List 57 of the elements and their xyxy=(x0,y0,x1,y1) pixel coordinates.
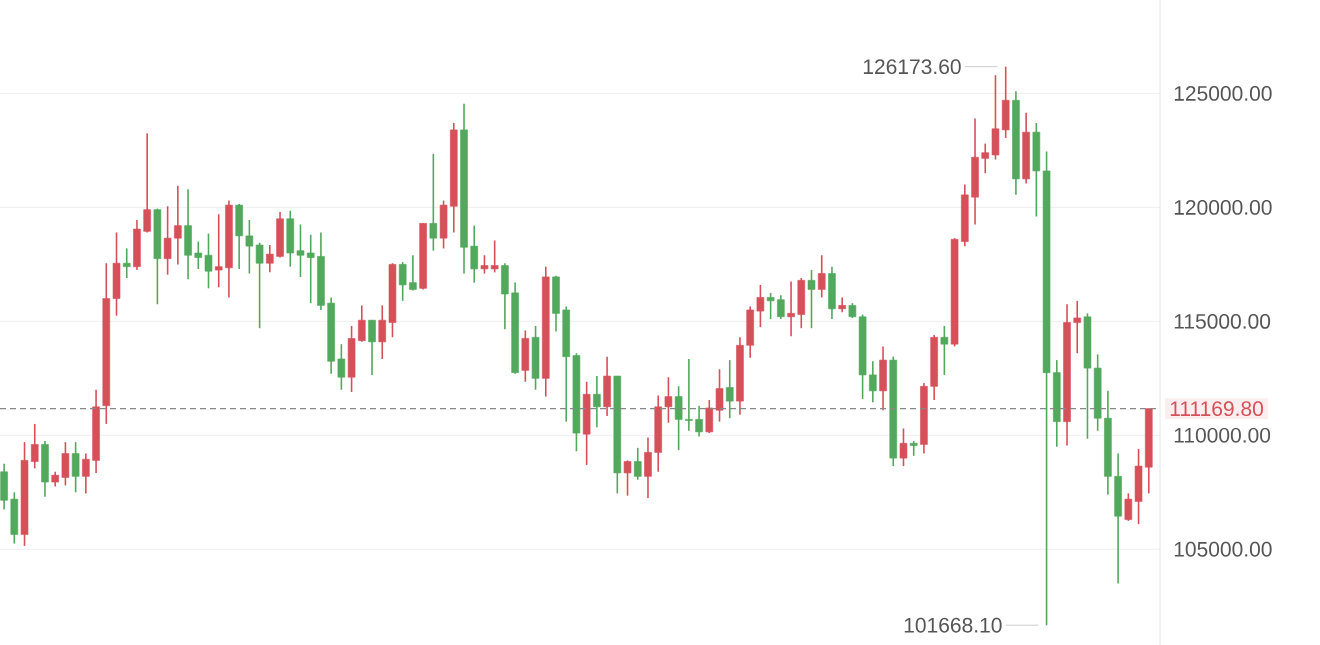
candlestick xyxy=(1124,492,1133,522)
annotation: 101668.10 xyxy=(904,617,1002,633)
candlestick xyxy=(61,441,70,487)
candlestick xyxy=(705,399,714,434)
candlestick xyxy=(194,240,203,270)
candlestick xyxy=(685,358,693,432)
candlestick xyxy=(725,359,734,420)
candlestick xyxy=(766,292,775,320)
candlestick xyxy=(664,376,673,424)
candlestick xyxy=(82,452,90,495)
candlestick xyxy=(777,294,785,320)
candlestick xyxy=(838,296,846,314)
candlestick xyxy=(674,385,683,451)
y-tick-label: 115000.00 xyxy=(1174,313,1271,329)
candlestick xyxy=(378,304,387,360)
candlestick xyxy=(122,247,131,279)
y-tick-label: 105000.00 xyxy=(1174,541,1272,557)
candlestick xyxy=(358,304,366,343)
candlestick xyxy=(817,254,826,299)
y-tick-label: 125000.00 xyxy=(1174,86,1272,101)
candlestick xyxy=(899,427,908,467)
candlestick xyxy=(756,284,765,328)
candlestick xyxy=(807,269,816,329)
candlestick xyxy=(163,205,172,276)
ref-line-label: 111169.80 xyxy=(1170,401,1263,417)
candlestick xyxy=(143,132,151,234)
candlestick xyxy=(480,254,489,275)
candlestick xyxy=(30,423,39,470)
candlestick xyxy=(490,239,499,274)
candlestick xyxy=(71,441,80,494)
candlestick xyxy=(214,213,223,288)
candlestick xyxy=(787,280,795,337)
candlestick xyxy=(909,440,918,457)
y-tick-label: 120000.00 xyxy=(1174,199,1272,215)
candlestick xyxy=(644,436,652,499)
candlestick xyxy=(1073,300,1082,355)
candlestick xyxy=(337,343,346,391)
candlestick xyxy=(695,404,703,438)
candlestick xyxy=(623,459,632,497)
candlestick xyxy=(204,232,213,290)
candlestick xyxy=(398,261,407,302)
candlestick xyxy=(869,360,877,404)
candlestick xyxy=(174,184,182,266)
candlestick xyxy=(593,375,601,429)
candlestick xyxy=(940,325,949,376)
candlestick xyxy=(306,233,315,304)
candlestick xyxy=(981,142,990,175)
candlestick xyxy=(633,447,642,481)
candlestick xyxy=(715,368,724,423)
candlestick xyxy=(368,319,376,376)
candlestick xyxy=(409,254,417,292)
y-tick-label: 110000.00 xyxy=(1174,427,1271,443)
candlestick xyxy=(296,223,305,278)
candlestick xyxy=(470,224,478,284)
annotation: 126173.60 xyxy=(863,59,961,75)
candlestick xyxy=(429,153,438,252)
candlestick xyxy=(266,244,274,274)
